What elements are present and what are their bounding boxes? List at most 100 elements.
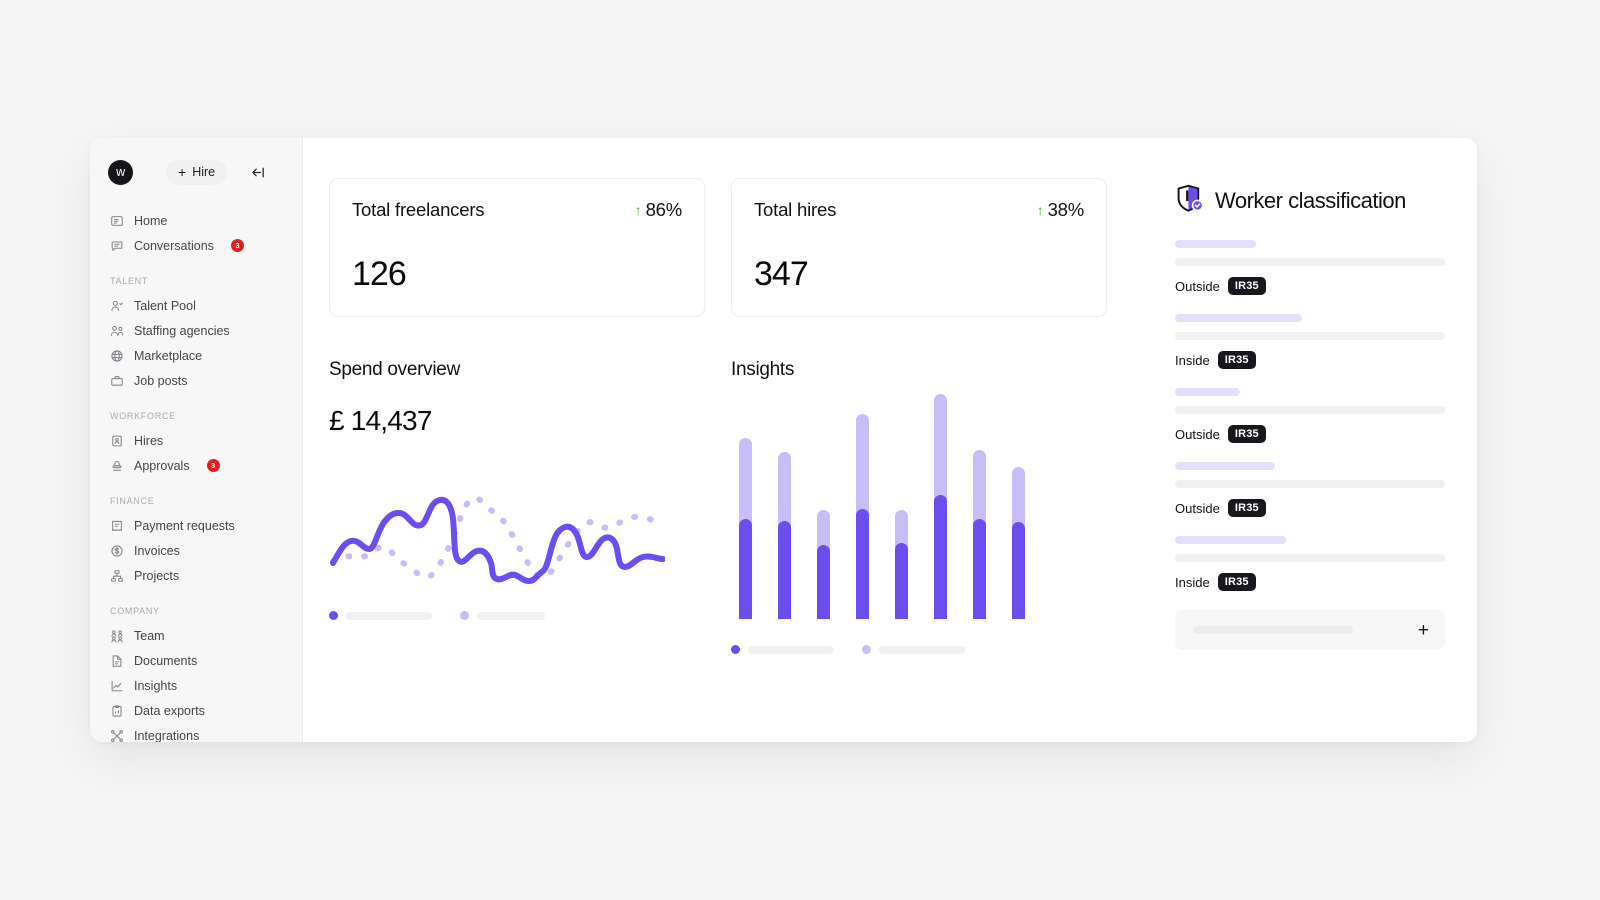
- sidebar-item-home[interactable]: Home: [90, 208, 302, 233]
- classification-row[interactable]: Inside IR35: [1175, 536, 1445, 591]
- bar-column[interactable]: [817, 510, 830, 619]
- sidebar-item-hires[interactable]: Hires: [90, 428, 302, 453]
- sidebar-item-projects[interactable]: Projects: [90, 563, 302, 588]
- classification-row[interactable]: Inside IR35: [1175, 314, 1445, 369]
- pager-dot-active[interactable]: [329, 611, 338, 620]
- bar-segment-filled: [1012, 522, 1025, 619]
- pager-dot[interactable]: [862, 645, 871, 654]
- stat-card-total-freelancers: Total freelancers ↑ 86% 126: [329, 178, 705, 317]
- stat-delta-value: 38%: [1047, 199, 1085, 220]
- sidebar-item-label: Insights: [134, 678, 178, 693]
- insights-pager: [731, 645, 1107, 654]
- plus-icon: +: [178, 164, 187, 180]
- app-window: w + Hire Home: [90, 138, 1477, 742]
- classification-status: Outside: [1175, 426, 1220, 442]
- sidebar-item-payment-requests[interactable]: Payment requests: [90, 513, 302, 538]
- stat-card-total-hires: Total hires ↑ 38% 347: [731, 178, 1107, 317]
- worker-name-placeholder: [1175, 462, 1275, 470]
- projects-icon: [110, 569, 124, 583]
- sidebar-item-conversations[interactable]: Conversations 3: [90, 233, 302, 258]
- worker-detail-placeholder: [1175, 554, 1445, 562]
- bar-segment-filled: [778, 521, 791, 619]
- stat-delta: ↑ 86%: [635, 199, 682, 221]
- sidebar-item-label: Payment requests: [134, 518, 235, 533]
- pager-item[interactable]: [460, 611, 545, 620]
- add-worker-button[interactable]: +: [1417, 619, 1429, 641]
- status-badge: 3: [230, 239, 244, 252]
- classification-status: Outside: [1175, 500, 1220, 516]
- ir35-badge: IR35: [1217, 351, 1256, 369]
- app-logo[interactable]: w: [108, 159, 133, 185]
- pager-item[interactable]: [329, 611, 432, 620]
- bar-column[interactable]: [739, 438, 752, 619]
- worker-name-placeholder: [1175, 314, 1302, 322]
- pager-item[interactable]: [862, 645, 965, 654]
- stat-delta-value: 86%: [645, 199, 683, 220]
- app-logo-letter: w: [116, 165, 125, 179]
- insights-title: Insights: [731, 359, 795, 380]
- sidebar-item-documents[interactable]: Documents: [90, 648, 302, 673]
- sidebar-item-job-posts[interactable]: Job posts: [90, 368, 302, 393]
- classification-row[interactable]: Outside IR35: [1175, 388, 1445, 443]
- input-placeholder-bar: [1193, 626, 1353, 634]
- hires-icon: [110, 434, 124, 448]
- bar-segment-filled: [973, 519, 986, 619]
- sidebar-nav: Home Conversations 3 TALENT: [90, 200, 302, 742]
- sidebar-item-label: Talent Pool: [134, 298, 196, 313]
- collapse-panel-icon[interactable]: [249, 163, 267, 181]
- classification-label-row: Inside IR35: [1175, 573, 1445, 591]
- insights-card: Insights: [731, 359, 1107, 654]
- bar-column[interactable]: [934, 394, 947, 619]
- arrow-up-icon: ↑: [1036, 202, 1044, 218]
- classification-row[interactable]: Outside IR35: [1175, 240, 1445, 295]
- worker-detail-placeholder: [1175, 406, 1445, 414]
- sidebar-item-label: Staffing agencies: [134, 323, 230, 338]
- stat-card-header: Total freelancers ↑ 86%: [352, 199, 682, 221]
- sidebar-item-label: Team: [134, 628, 165, 643]
- sidebar-item-label: Data exports: [134, 703, 205, 718]
- integrations-icon: [110, 729, 124, 743]
- classification-label-row: Outside IR35: [1175, 499, 1445, 517]
- sidebar-item-label: Job posts: [134, 373, 188, 388]
- briefcase-icon: [110, 374, 124, 388]
- ir35-badge: IR35: [1217, 573, 1256, 591]
- bar-column[interactable]: [856, 414, 869, 619]
- status-badge: 3: [206, 459, 220, 472]
- charts-row: Spend overview £ 14,437: [329, 359, 1107, 654]
- sidebar-item-label: Integrations: [134, 728, 200, 743]
- pager-bar: [748, 645, 834, 654]
- classification-status: Inside: [1175, 352, 1210, 368]
- bar-column[interactable]: [778, 452, 791, 619]
- sidebar-item-insights[interactable]: Insights: [90, 673, 302, 698]
- insights-bar-chart: [731, 394, 1107, 619]
- bar-segment-remaining: [934, 394, 947, 502]
- worker-classification-list: Outside IR35 Inside IR35: [1175, 240, 1445, 591]
- sidebar-item-approvals[interactable]: Approvals 3: [90, 453, 302, 478]
- sidebar-item-invoices[interactable]: Invoices: [90, 538, 302, 563]
- worker-classification-header: Worker classification: [1175, 184, 1445, 218]
- spend-amount: £ 14,437: [329, 405, 432, 436]
- classification-row[interactable]: Outside IR35: [1175, 462, 1445, 517]
- dollar-circle-icon: [110, 544, 124, 558]
- sidebar-section-company: COMPANY: [110, 606, 160, 616]
- bar-column[interactable]: [895, 510, 908, 619]
- sidebar-item-talent-pool[interactable]: Talent Pool: [90, 293, 302, 318]
- pager-dot-active[interactable]: [731, 645, 740, 654]
- bar-column[interactable]: [1012, 467, 1025, 619]
- sidebar-item-integrations[interactable]: Integrations: [90, 723, 302, 742]
- bar-column[interactable]: [973, 450, 986, 619]
- add-worker-input[interactable]: +: [1175, 610, 1445, 650]
- pager-dot[interactable]: [460, 611, 469, 620]
- sidebar-item-staffing-agencies[interactable]: Staffing agencies: [90, 318, 302, 343]
- sidebar-item-data-exports[interactable]: Data exports: [90, 698, 302, 723]
- stat-title: Total hires: [754, 199, 837, 220]
- sidebar-item-team[interactable]: Team: [90, 623, 302, 648]
- bar-segment-filled: [895, 543, 908, 619]
- stats-row: Total freelancers ↑ 86% 126 Total hires …: [329, 178, 1107, 317]
- sidebar-item-marketplace[interactable]: Marketplace: [90, 343, 302, 368]
- globe-icon: [110, 349, 124, 363]
- worker-name-placeholder: [1175, 388, 1240, 396]
- pager-item[interactable]: [731, 645, 834, 654]
- hire-button[interactable]: + Hire: [166, 159, 228, 185]
- worker-detail-placeholder: [1175, 332, 1445, 340]
